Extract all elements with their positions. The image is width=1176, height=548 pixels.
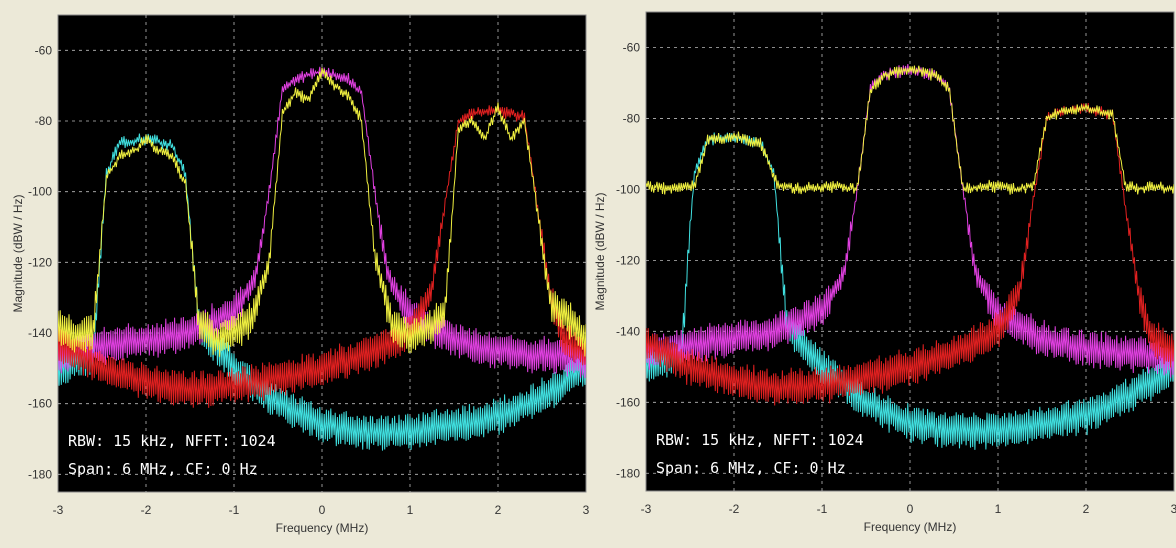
y-axis-label: Magnitude (dBW / Hz) — [593, 192, 607, 310]
info-annotation-line: RBW: 15 kHz, NFFT: 1024 — [656, 431, 864, 449]
x-axis-label: Frequency (MHz) — [864, 520, 957, 534]
spectrum-plot-right: -3 -2 -1 0 1 2 3 -60 -80 -100 -120 -140 -160 -180 Freq… — [593, 11, 1176, 534]
y-tick-label: -180 — [28, 467, 52, 481]
y-tick-label: -160 — [616, 395, 640, 409]
y-tick-label: -140 — [28, 326, 52, 340]
x-tick-label: -3 — [53, 503, 64, 517]
info-annotation-line: Span: 6 MHz, CF: 0 Hz — [68, 460, 258, 478]
spectrum-chart-right: -3 -2 -1 0 1 2 3 -60 -80 -100 -120 -140 -160 -180 Freq… — [590, 0, 1176, 548]
x-tick-label: 0 — [907, 502, 914, 516]
y-tick-label: -100 — [616, 182, 640, 196]
y-tick-label: -80 — [623, 111, 641, 125]
y-tick-label: -140 — [616, 324, 640, 338]
info-annotation-line: RBW: 15 kHz, NFFT: 1024 — [68, 432, 276, 450]
x-tick-label: 2 — [1083, 502, 1090, 516]
y-tick-label: -80 — [35, 114, 53, 128]
series-line-3 — [58, 67, 586, 357]
x-tick-label: 1 — [407, 503, 414, 517]
x-tick-label: 1 — [995, 502, 1002, 516]
x-tick-label: 3 — [583, 503, 590, 517]
y-tick-label: -60 — [623, 40, 641, 54]
spectrum-chart-left: -3 -2 -1 0 1 2 3 -60 -80 -100 -120 -140 -160 -180 Freq… — [11, 14, 590, 535]
x-tick-label: 2 — [495, 503, 502, 517]
x-tick-label: 3 — [1171, 502, 1176, 516]
x-tick-label: -1 — [817, 502, 828, 516]
y-tick-label: -120 — [616, 253, 640, 267]
x-axis-label: Frequency (MHz) — [276, 521, 369, 535]
series-line-3 — [646, 65, 1174, 195]
spectrum-plot-left: -3 -2 -1 0 1 2 3 -60 -80 -100 -120 -140 -160 -180 Freq… — [11, 14, 590, 535]
y-tick-label: -100 — [28, 185, 52, 199]
x-tick-label: 0 — [319, 503, 326, 517]
y-tick-label: -60 — [35, 43, 53, 57]
y-tick-label: -180 — [616, 466, 640, 480]
x-tick-label: -2 — [729, 502, 740, 516]
y-tick-label: -160 — [28, 397, 52, 411]
info-annotation-line: Span: 6 MHz, CF: 0 Hz — [656, 459, 846, 477]
x-tick-label: -2 — [141, 503, 152, 517]
y-tick-label: -120 — [28, 255, 52, 269]
x-tick-label: -3 — [641, 502, 652, 516]
x-tick-label: -1 — [229, 503, 240, 517]
y-axis-label: Magnitude (dBW / Hz) — [11, 194, 25, 312]
